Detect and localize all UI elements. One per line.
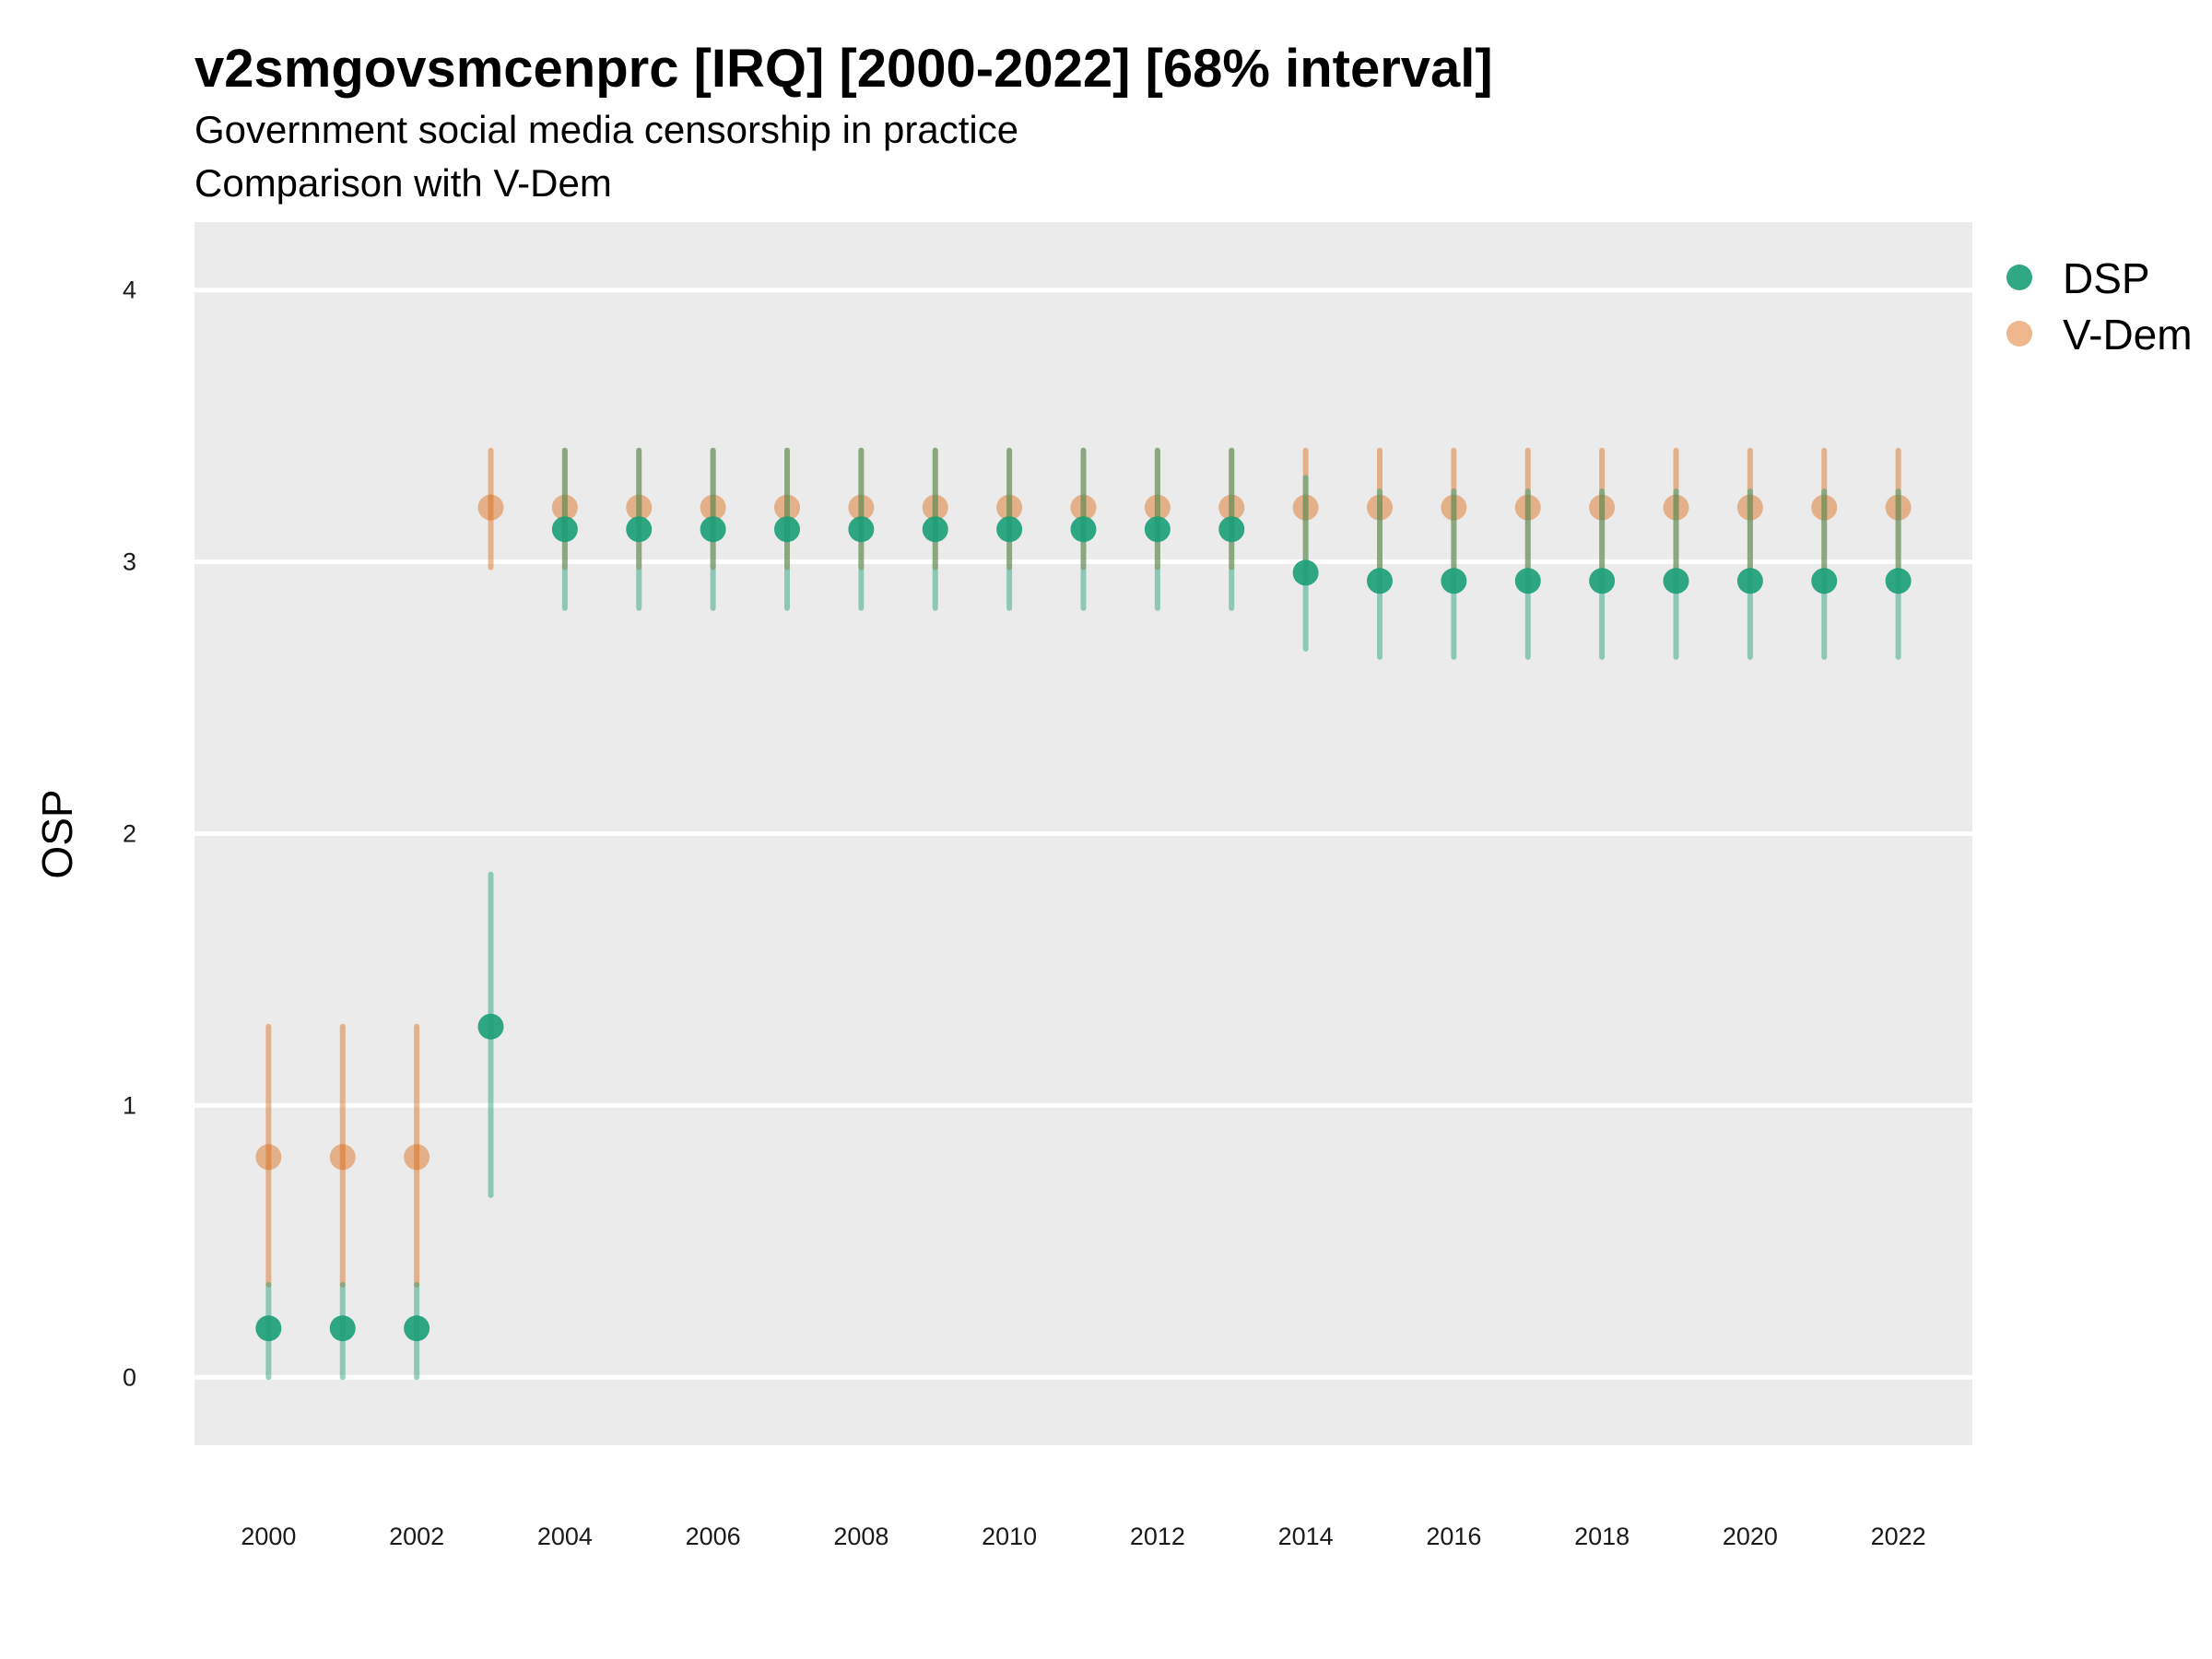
x-tick-label: 2014: [1278, 1523, 1334, 1550]
point-dsp: [1218, 516, 1245, 543]
point-dsp: [477, 1013, 504, 1040]
y-tick-label: 4: [123, 276, 136, 304]
point-vdem: [700, 494, 726, 521]
y-tick-label: 0: [123, 1363, 136, 1391]
point-vdem: [996, 494, 1023, 521]
point-vdem: [1441, 494, 1467, 521]
point-vdem: [1367, 494, 1393, 521]
x-tick-label: 2000: [241, 1523, 296, 1550]
point-dsp: [1736, 568, 1763, 594]
x-tick-label: 2020: [1723, 1523, 1778, 1550]
point-dsp: [329, 1315, 356, 1342]
x-tick-label: 2008: [833, 1523, 888, 1550]
point-vdem: [1070, 494, 1097, 521]
x-tick-label: 2010: [982, 1523, 1037, 1550]
point-vdem: [1736, 494, 1763, 521]
point-dsp: [1589, 568, 1616, 594]
point-vdem: [1514, 494, 1541, 521]
x-tick-label: 2002: [389, 1523, 444, 1550]
gridlines: [194, 288, 1972, 1380]
x-tick-label: 2016: [1426, 1523, 1481, 1550]
point-vdem: [1811, 494, 1838, 521]
point-dsp: [922, 516, 948, 543]
x-tick-label: 2004: [537, 1523, 593, 1550]
chart-caption-line: Comparison with V-Dem: [194, 161, 612, 205]
point-vdem: [1292, 494, 1319, 521]
data-series: [255, 447, 1912, 1381]
y-axis-ticks: 0 1 2 3 4: [123, 276, 136, 1392]
point-dsp: [1367, 568, 1393, 594]
point-vdem: [626, 494, 653, 521]
x-axis-ticks: 2000 2002 2004 2006 2008 2010 2012 2014 2016 2018…: [241, 1523, 1925, 1550]
y-axis-label: OSP: [33, 789, 81, 878]
point-vdem: [1885, 494, 1912, 521]
point-vdem: [1663, 494, 1689, 521]
point-vdem: [477, 494, 504, 521]
point-dsp: [1514, 568, 1541, 594]
series-vdem: [255, 447, 1912, 1288]
legend-label-vdem: V-Dem: [2063, 311, 2193, 359]
point-dsp: [700, 516, 726, 543]
point-dsp: [1144, 516, 1171, 543]
point-vdem: [1144, 494, 1171, 521]
point-dsp: [1070, 516, 1097, 543]
point-vdem: [329, 1144, 356, 1171]
point-dsp: [1663, 568, 1689, 594]
series-dsp: [255, 447, 1912, 1381]
point-vdem: [922, 494, 948, 521]
legend: DSP V-Dem: [2006, 254, 2193, 359]
point-dsp: [404, 1315, 430, 1342]
x-tick-label: 2006: [686, 1523, 741, 1550]
chart-title: v2smgovsmcenprc [IRQ] [2000-2022] [68% i…: [194, 39, 1493, 99]
point-dsp: [848, 516, 875, 543]
point-vdem: [774, 494, 800, 521]
legend-label-dsp: DSP: [2063, 254, 2150, 302]
point-vdem: [551, 494, 578, 521]
point-dsp: [1441, 568, 1467, 594]
point-dsp: [626, 516, 653, 543]
point-vdem: [848, 494, 875, 521]
x-tick-label: 2012: [1130, 1523, 1185, 1550]
point-dsp: [255, 1315, 282, 1342]
y-tick-label: 2: [123, 820, 136, 848]
point-dsp: [1292, 559, 1319, 586]
point-dsp: [1885, 568, 1912, 594]
point-vdem: [1218, 494, 1245, 521]
x-tick-label: 2022: [1871, 1523, 1926, 1550]
point-dsp: [996, 516, 1023, 543]
y-tick-label: 1: [123, 1091, 136, 1119]
point-dsp: [1811, 568, 1838, 594]
point-dsp: [551, 516, 578, 543]
legend-marker-dsp: [2006, 265, 2032, 290]
point-vdem: [1589, 494, 1616, 521]
point-vdem: [255, 1144, 282, 1171]
point-vdem: [404, 1144, 430, 1171]
x-tick-label: 2018: [1574, 1523, 1630, 1550]
y-tick-label: 3: [123, 548, 136, 576]
point-dsp: [774, 516, 800, 543]
legend-marker-vdem: [2006, 321, 2032, 347]
chart-subtitle: Government social media censorship in pr…: [194, 108, 1018, 151]
